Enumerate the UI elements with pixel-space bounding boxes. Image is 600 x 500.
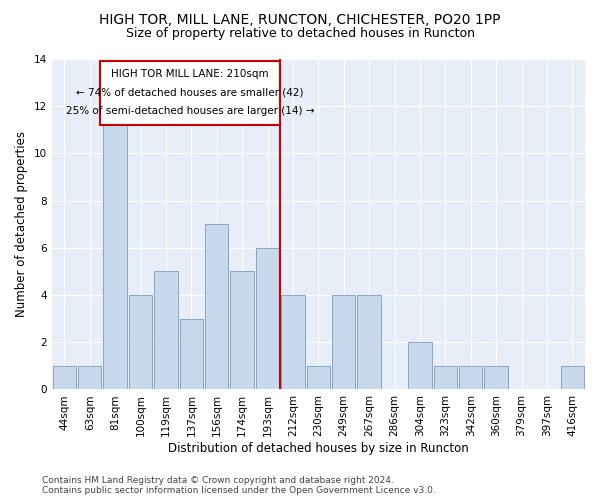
Bar [103, 106, 127, 390]
Bar [281, 295, 305, 390]
Bar [332, 295, 355, 390]
Bar [53, 366, 76, 390]
Bar [179, 318, 203, 390]
Bar [484, 366, 508, 390]
Text: ← 74% of detached houses are smaller (42): ← 74% of detached houses are smaller (42… [76, 88, 304, 98]
Bar [358, 295, 381, 390]
Bar [434, 366, 457, 390]
Bar [78, 366, 101, 390]
Text: Size of property relative to detached houses in Runcton: Size of property relative to detached ho… [125, 28, 475, 40]
Bar [230, 272, 254, 390]
Bar [408, 342, 431, 390]
X-axis label: Distribution of detached houses by size in Runcton: Distribution of detached houses by size … [168, 442, 469, 455]
Y-axis label: Number of detached properties: Number of detached properties [15, 131, 28, 317]
Text: HIGH TOR MILL LANE: 210sqm: HIGH TOR MILL LANE: 210sqm [111, 69, 269, 79]
FancyBboxPatch shape [100, 62, 280, 125]
Bar [154, 272, 178, 390]
Bar [129, 295, 152, 390]
Bar [560, 366, 584, 390]
Bar [256, 248, 279, 390]
Text: 25% of semi-detached houses are larger (14) →: 25% of semi-detached houses are larger (… [66, 106, 314, 116]
Text: Contains HM Land Registry data © Crown copyright and database right 2024.
Contai: Contains HM Land Registry data © Crown c… [42, 476, 436, 495]
Bar [205, 224, 229, 390]
Text: HIGH TOR, MILL LANE, RUNCTON, CHICHESTER, PO20 1PP: HIGH TOR, MILL LANE, RUNCTON, CHICHESTER… [99, 12, 501, 26]
Bar [307, 366, 330, 390]
Bar [459, 366, 482, 390]
